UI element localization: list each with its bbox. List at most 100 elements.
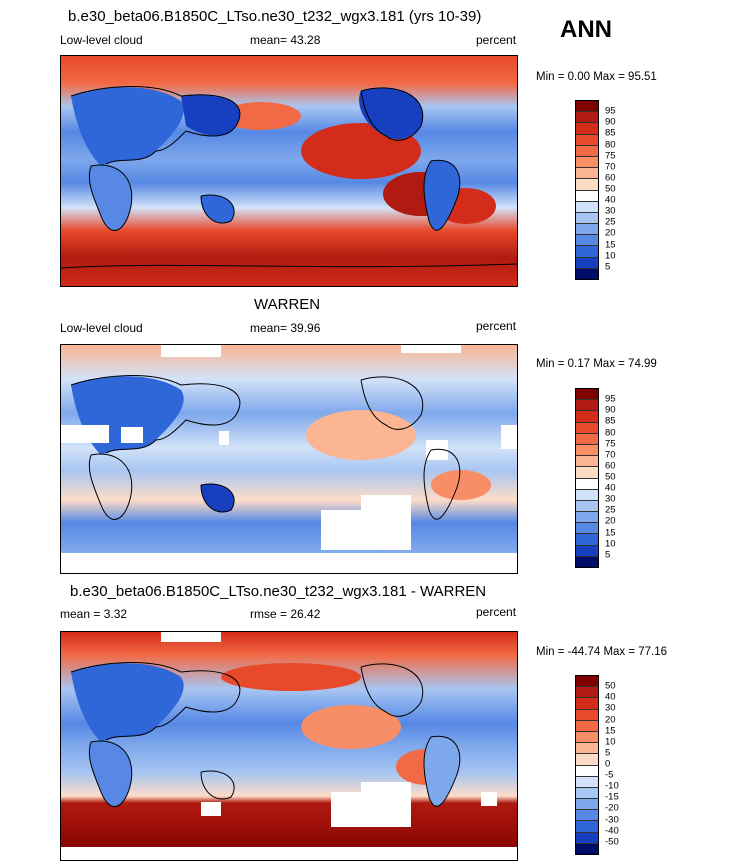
- panel3-colorbar-label: 10: [605, 736, 616, 748]
- panel2-colorbar-box: [576, 389, 598, 401]
- panel1-colorbar-label: 70: [605, 161, 616, 173]
- panel1-colorbar-label: 85: [605, 127, 616, 139]
- panel1-land-north-america: [359, 87, 423, 140]
- panel2-colorbar-label: 20: [605, 515, 616, 527]
- panel3-colorbar-label: -5: [605, 769, 614, 781]
- panel2-colorbar-box: [576, 556, 598, 567]
- panel1-mean-label: mean= 43.28: [250, 33, 321, 47]
- panel2-colorbar-label: 75: [605, 438, 616, 450]
- panel3-colorbar-label: 20: [605, 714, 616, 726]
- panel3-bias-nepac: [301, 705, 401, 749]
- panel3-colorbar-label: 40: [605, 691, 616, 703]
- panel3-colorbar-label: -10: [605, 780, 619, 792]
- panel3-colorbar-box: [576, 698, 598, 710]
- panel3-map: [60, 631, 518, 861]
- panel1-colorbar-box: [576, 112, 598, 124]
- panel3-rmse-label: rmse = 26.42: [250, 607, 321, 621]
- panel2-land-australia: [201, 484, 235, 513]
- panel3-colorbar-box: [576, 754, 598, 766]
- panel3-colorbar-box: [576, 687, 598, 699]
- panel2-colorbar-box: [576, 400, 598, 412]
- panel2-colorbar-box: [576, 433, 598, 445]
- panel1-colorbar-box: [576, 168, 598, 180]
- panel1-variable-label: Low-level cloud: [60, 33, 143, 47]
- panel1-colorbar-label: 60: [605, 172, 616, 184]
- panel2-minmax: Min = 0.17 Max = 74.99: [536, 358, 657, 370]
- panel1-colorbar-label: 20: [605, 227, 616, 239]
- panel3-colorbar-label: -50: [605, 836, 619, 848]
- panel2-colorbar-box: [576, 523, 598, 535]
- panel1-land-eurasia: [71, 87, 184, 166]
- panel1-colorbar-box: [576, 156, 598, 169]
- panel2-colorbar-label: 60: [605, 460, 616, 472]
- panel2-variable-label: Low-level cloud: [60, 321, 143, 335]
- panel1-colorbar-box: [576, 101, 598, 113]
- panel2-colorbar-box: [576, 411, 598, 423]
- panel2-colorbar-label: 40: [605, 482, 616, 494]
- panel3-map-svg: [61, 632, 517, 860]
- panel3-colorbar-box: [576, 832, 598, 844]
- panel2-colorbar-label: 5: [605, 549, 611, 561]
- panel1-colorbar-box: [576, 257, 598, 269]
- panel1-colorbar-box: [576, 145, 598, 157]
- panel1-colorbar-box: [576, 235, 598, 247]
- panel1-colorbar-label: 15: [605, 239, 616, 251]
- panel2-colorbar-label: 50: [605, 471, 616, 483]
- panel1-map-svg: [61, 56, 517, 286]
- panel1-colorbar: [575, 100, 599, 280]
- panel3-colorbar-box: [576, 765, 598, 777]
- panel1-colorbar-label: 30: [605, 205, 616, 217]
- panel2-colorbar-label: 80: [605, 427, 616, 439]
- panel2-colorbar-box: [576, 467, 598, 479]
- panel1-colorbar-box: [576, 224, 598, 236]
- panel3-colorbar-box: [576, 787, 598, 800]
- panel2-colorbar: [575, 388, 599, 568]
- panel3-colorbar-label: 30: [605, 702, 616, 714]
- panel1-colorbar-box: [576, 190, 598, 202]
- panel1-land-asia-east: [181, 94, 240, 136]
- panel1-land-australia: [201, 195, 235, 224]
- panel1-colorbar-box: [576, 268, 598, 279]
- panel2-colorbar-box: [576, 444, 598, 457]
- panel1-colorbar-box: [576, 212, 598, 225]
- panel3-colorbar: [575, 675, 599, 855]
- panel1-colorbar-box: [576, 179, 598, 191]
- panel1-colorbar-label: 10: [605, 250, 616, 262]
- panel1-colorbar-label: 75: [605, 150, 616, 162]
- panel1-npac-band: [221, 102, 301, 130]
- panel3-colorbar-label: -40: [605, 825, 619, 837]
- panel2-colorbar-box: [576, 456, 598, 468]
- panel2-colorbar-label: 70: [605, 449, 616, 461]
- panel3-bias-npac: [221, 663, 361, 691]
- panel2-colorbar-label: 15: [605, 527, 616, 539]
- panel3-units-label: percent: [476, 605, 517, 619]
- panel1-minmax: Min = 0.00 Max = 95.51: [536, 71, 657, 83]
- panel3-colorbar-label: 0: [605, 758, 611, 770]
- panel3-colorbar-box: [576, 799, 598, 811]
- panel3-title: b.e30_beta06.B1850C_LTso.ne30_t232_wgx3.…: [70, 583, 487, 600]
- panel3-colorbar-box: [576, 843, 598, 854]
- panel2-colorbar-box: [576, 500, 598, 513]
- panel2-colorbar-box: [576, 422, 598, 434]
- panel3-colorbar-box: [576, 676, 598, 688]
- panel2-mean-label: mean= 39.96: [250, 321, 321, 335]
- panel3-land-africa: [89, 741, 132, 807]
- panel3-missing-data: [61, 632, 517, 860]
- panel3-coastlines: [70, 662, 461, 807]
- panel1-colorbar-label: 40: [605, 194, 616, 206]
- panel2-units-label: percent: [476, 319, 517, 333]
- panel3-colorbar-box: [576, 776, 598, 788]
- panel1-colorbar-box: [576, 123, 598, 135]
- panel3-colorbar-label: 5: [605, 747, 611, 759]
- panel1-colorbar-label: 50: [605, 183, 616, 195]
- panel2-colorbar-label: 30: [605, 493, 616, 505]
- panel1-colorbar-label: 95: [605, 105, 616, 117]
- panel3-colorbar-label: -15: [605, 791, 619, 803]
- panel2-colorbar-box: [576, 489, 598, 501]
- panel2-title: WARREN: [254, 296, 321, 313]
- panel3-land-eurasia: [71, 663, 184, 742]
- panel2-colorbar-label: 10: [605, 538, 616, 550]
- panel3-colorbar-box: [576, 709, 598, 721]
- panel3-colorbar-box: [576, 743, 598, 755]
- panel2-map-svg: [61, 345, 517, 573]
